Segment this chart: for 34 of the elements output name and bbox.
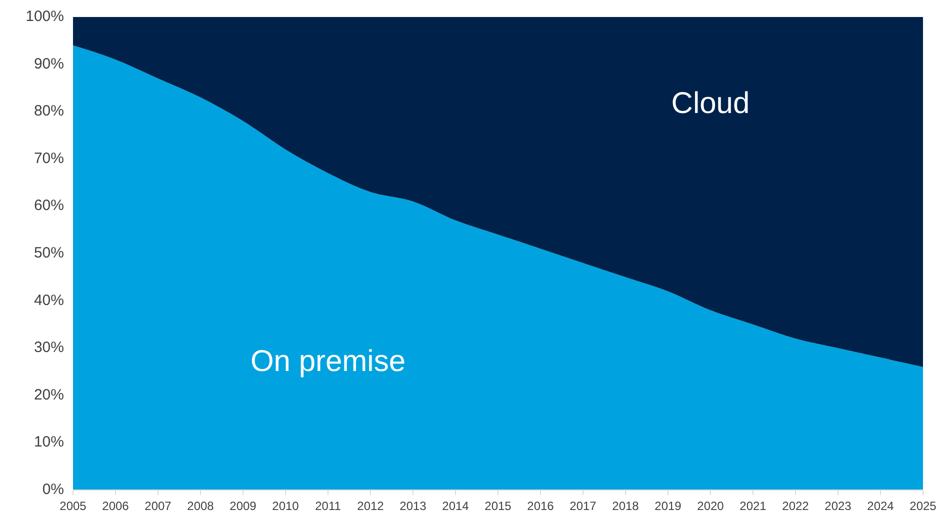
y-tick-label: 0% bbox=[42, 480, 64, 498]
x-tick-label: 2021 bbox=[740, 499, 767, 513]
x-tick-label: 2023 bbox=[824, 499, 852, 513]
x-tick-label: 2012 bbox=[357, 499, 384, 513]
x-tick-label: 2025 bbox=[910, 499, 937, 513]
y-tick-label: 100% bbox=[26, 8, 64, 25]
x-tick-label: 2019 bbox=[654, 499, 682, 513]
x-tick-label: 2015 bbox=[484, 499, 512, 513]
x-tick-label: 2006 bbox=[102, 499, 130, 513]
x-tick-label: 2011 bbox=[315, 499, 342, 513]
x-tick-label: 2013 bbox=[400, 499, 427, 513]
series-label: On premise bbox=[250, 345, 406, 378]
x-tick-label: 2014 bbox=[442, 499, 470, 513]
y-tick-label: 10% bbox=[34, 434, 64, 451]
y-tick-label: 70% bbox=[34, 150, 64, 167]
x-tick-label: 2007 bbox=[144, 499, 172, 513]
x-tick-label: 2024 bbox=[867, 499, 894, 513]
y-tick-label: 90% bbox=[34, 55, 64, 72]
y-tick-label: 20% bbox=[34, 386, 64, 404]
x-tick-label: 2005 bbox=[60, 499, 87, 513]
series-label: Cloud bbox=[671, 86, 750, 120]
y-tick-label: 60% bbox=[34, 197, 64, 214]
x-tick-label: 2009 bbox=[230, 499, 257, 513]
x-tick-label: 2008 bbox=[187, 499, 214, 513]
x-tick-label: 2018 bbox=[612, 499, 640, 513]
y-tick-label: 40% bbox=[34, 292, 64, 309]
x-tick-label: 2016 bbox=[527, 499, 554, 513]
y-tick-label: 50% bbox=[34, 244, 64, 262]
x-tick-label: 2022 bbox=[782, 499, 810, 513]
y-tick-label: 80% bbox=[34, 102, 64, 120]
x-tick-label: 2020 bbox=[697, 499, 724, 513]
x-tick-label: 2017 bbox=[570, 499, 597, 513]
x-tick-label: 2010 bbox=[272, 499, 300, 513]
y-tick-label: 30% bbox=[34, 339, 64, 356]
